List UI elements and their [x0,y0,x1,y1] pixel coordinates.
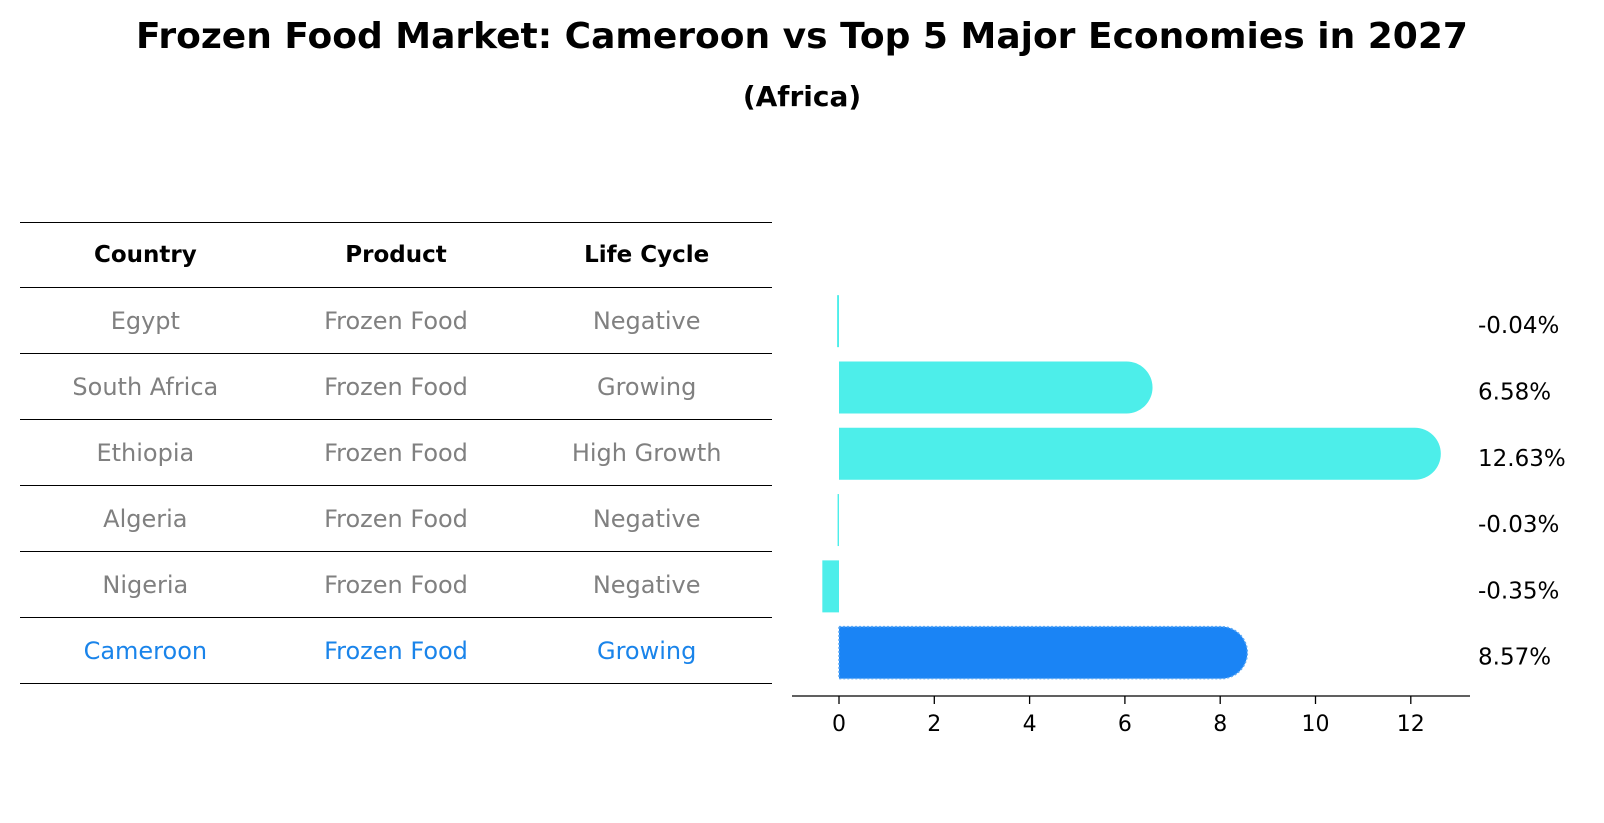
value-label: 12.63% [1478,446,1566,472]
cell-country: Ethiopia [96,438,195,467]
cell-product: Frozen Food [324,372,468,401]
x-tick-label: 4 [1023,712,1037,737]
chart-title: Frozen Food Market: Cameroon vs Top 5 Ma… [136,16,1468,57]
x-tick-label: 0 [832,712,846,737]
chart-subtitle: (Africa) [742,80,862,113]
cell-country: Nigeria [102,570,189,599]
header-country: Country [93,242,197,268]
cell-product: Frozen Food [324,504,468,533]
x-tick-label: 2 [927,712,941,737]
value-label: -0.04% [1478,313,1559,339]
table-row: Algeria Frozen Food Negative [20,486,772,552]
table-header-row: Country Product Life Cycle [20,222,772,288]
cell-life-cycle: Growing [596,372,697,401]
bar-cameroon [838,625,1249,680]
cell-life-cycle: Negative [592,570,701,599]
value-label: -0.35% [1478,578,1559,604]
table-row: Egypt Frozen Food Negative [20,288,772,354]
cell-product: Frozen Food [324,570,468,599]
x-tick-label: 6 [1118,712,1132,737]
cell-life-cycle: Negative [592,306,701,335]
table-row: Nigeria Frozen Food Negative [20,552,772,618]
x-tick-label: 10 [1302,712,1330,737]
value-label: 8.57% [1478,645,1551,671]
cell-product: Frozen Food [324,306,468,335]
bar-egypt [837,295,839,348]
cell-life-cycle: Negative [592,504,701,533]
cell-product: Frozen Food [324,636,468,665]
x-tick-label: 12 [1397,712,1425,737]
header-life-cycle: Life Cycle [584,242,710,268]
table-row: South Africa Frozen Food Growing [20,354,772,420]
table-row-highlighted: Cameroon Frozen Food Growing [20,618,772,684]
cell-country: Cameroon [83,636,208,665]
table-row: Ethiopia Frozen Food High Growth [20,420,772,486]
value-label: -0.03% [1478,512,1559,538]
cell-life-cycle: Growing [596,636,697,665]
data-table: Country Product Life Cycle Egypt Frozen … [20,222,772,684]
value-label: 6.58% [1478,379,1551,405]
cell-country: South Africa [72,372,219,401]
bar-algeria [837,494,839,547]
cell-product: Frozen Food [324,438,468,467]
bar-south-africa [839,361,1153,414]
bar-nigeria [822,560,839,613]
cell-country: Egypt [110,306,180,335]
cell-life-cycle: High Growth [571,438,722,467]
cell-country: Algeria [103,504,188,533]
bar-ethiopia [839,427,1441,480]
header-product: Product [345,242,447,268]
x-tick-label: 8 [1213,712,1227,737]
